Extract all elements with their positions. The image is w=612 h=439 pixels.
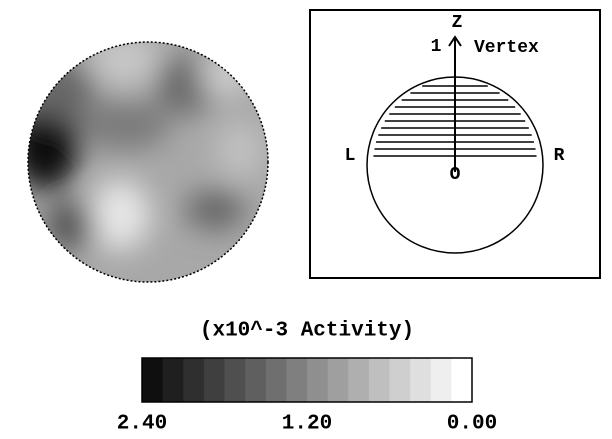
colorbar-step (410, 358, 432, 402)
colorbar-step (451, 358, 473, 402)
colorbar (142, 358, 473, 402)
origin-label: O (450, 165, 461, 185)
colorbar-step (162, 358, 184, 402)
colorbar-step (327, 358, 349, 402)
level-label: 1 (431, 37, 442, 57)
colorbar-label: 1.20 (282, 413, 332, 436)
colorbar-frame (141, 357, 473, 403)
topographic-map (28, 42, 268, 282)
colorbar-step (142, 358, 164, 402)
colorbar-step (224, 358, 246, 402)
diagram-frame (309, 9, 601, 279)
colorbar-step (245, 358, 267, 402)
vertex-label: Vertex (474, 38, 539, 58)
colorbar-title: (x10^-3 Activity) (200, 320, 414, 343)
left-label: L (345, 146, 356, 166)
axis-label: Z (452, 13, 463, 33)
colorbar-step (430, 358, 452, 402)
colorbar-step (183, 358, 205, 402)
colorbar-step (286, 358, 308, 402)
colorbar-label: 0.00 (447, 413, 497, 436)
colorbar-step (307, 358, 329, 402)
arrow-head (448, 35, 462, 47)
colorbar-label: 2.40 (117, 413, 167, 436)
head-outline (27, 41, 269, 283)
colorbar-step (389, 358, 411, 402)
colorbar-step (265, 358, 287, 402)
colorbar-step (368, 358, 390, 402)
colorbar-step (203, 358, 225, 402)
colorbar-step (348, 358, 370, 402)
right-label: R (554, 146, 565, 166)
